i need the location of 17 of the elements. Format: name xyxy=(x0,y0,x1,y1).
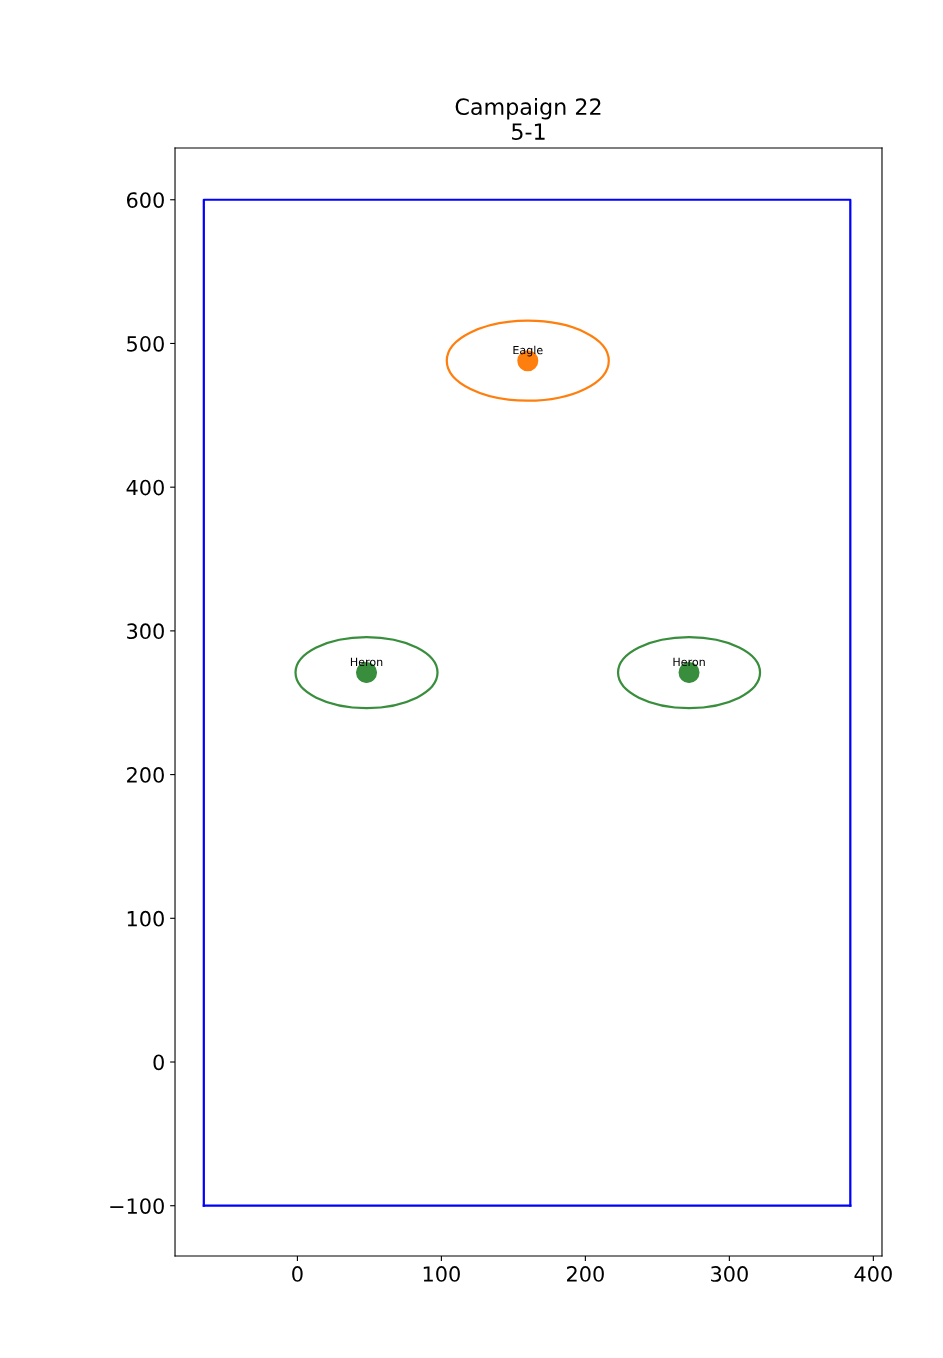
x-tick-label: 200 xyxy=(567,1266,604,1282)
x-tick-label: 400 xyxy=(854,1266,892,1282)
y-tick-label: 100 xyxy=(127,910,164,927)
y-tick-label: −100 xyxy=(110,1198,164,1214)
x-tick-label: 100 xyxy=(423,1266,460,1282)
chart-title: Campaign 22 5-1 xyxy=(455,97,601,140)
y-tick-label: 300 xyxy=(127,623,164,640)
y-tick-label: 200 xyxy=(127,767,164,783)
x-tick-label: 0 xyxy=(292,1266,303,1282)
y-tick-label: 0 xyxy=(153,1054,164,1071)
series-label: Heron xyxy=(673,657,705,667)
y-tick-label: 500 xyxy=(127,335,164,352)
x-tick-label: 300 xyxy=(711,1266,748,1282)
y-tick-label: 400 xyxy=(126,479,164,496)
series-label: Eagle xyxy=(513,345,543,357)
y-tick-label: 600 xyxy=(126,192,164,208)
text: Heron xyxy=(350,657,383,667)
